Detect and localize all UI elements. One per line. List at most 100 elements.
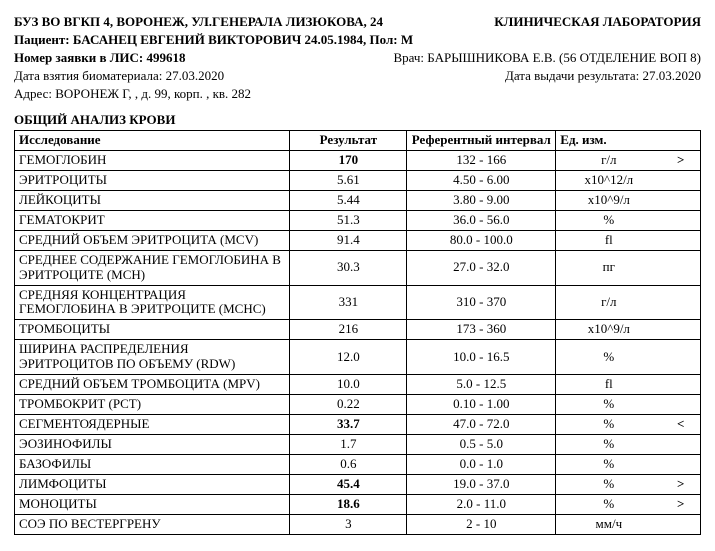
cell-ref: 173 - 360 <box>407 320 556 340</box>
cell-name: ТРОМБОКРИТ (PCT) <box>15 395 290 415</box>
cell-ref: 132 - 166 <box>407 150 556 170</box>
cell-result: 170 <box>290 150 407 170</box>
table-row: СОЭ ПО ВЕСТЕРГРЕНУ32 - 10мм/ч <box>15 514 701 534</box>
cell-result: 5.44 <box>290 190 407 210</box>
doctor-value: БАРЫШНИКОВА Е.В. (56 ОТДЕЛЕНИЕ ВОП 8) <box>427 50 701 65</box>
cell-ref: 3.80 - 9.00 <box>407 190 556 210</box>
cell-result: 91.4 <box>290 230 407 250</box>
cell-name: СРЕДНЕЕ СОДЕРЖАНИЕ ГЕМОГЛОБИНА В ЭРИТРОЦ… <box>15 250 290 285</box>
cell-flag: < <box>661 415 700 435</box>
cell-unit: г/л <box>556 285 662 320</box>
cell-ref: 310 - 370 <box>407 285 556 320</box>
patient-value: БАСАНЕЦ ЕВГЕНИЙ ВИКТОРОВИЧ 24.05.1984, П… <box>73 32 413 47</box>
table-row: СЕГМЕНТОЯДЕРНЫЕ33.747.0 - 72.0%< <box>15 415 701 435</box>
cell-ref: 5.0 - 12.5 <box>407 375 556 395</box>
cell-result: 0.22 <box>290 395 407 415</box>
cell-unit: пг <box>556 250 662 285</box>
result-date-label: Дата выдачи результата: <box>505 68 643 83</box>
col-header-unit: Ед. изм. <box>556 131 662 151</box>
cell-unit: мм/ч <box>556 514 662 534</box>
col-header-flag <box>661 131 700 151</box>
cell-ref: 4.50 - 6.00 <box>407 170 556 190</box>
cell-flag: > <box>661 494 700 514</box>
table-row: ТРОМБОКРИТ (PCT)0.220.10 - 1.00% <box>15 395 701 415</box>
cell-flag <box>661 514 700 534</box>
cell-unit: fl <box>556 230 662 250</box>
cell-name: ШИРИНА РАСПРЕДЕЛЕНИЯ ЭРИТРОЦИТОВ ПО ОБЪЕ… <box>15 340 290 375</box>
cell-name: ГЕМАТОКРИТ <box>15 210 290 230</box>
table-row: СРЕДНЕЕ СОДЕРЖАНИЕ ГЕМОГЛОБИНА В ЭРИТРОЦ… <box>15 250 701 285</box>
cell-name: ЭОЗИНОФИЛЫ <box>15 435 290 455</box>
cell-unit: % <box>556 494 662 514</box>
cell-name: ГЕМОГЛОБИН <box>15 150 290 170</box>
cell-result: 12.0 <box>290 340 407 375</box>
cell-result: 51.3 <box>290 210 407 230</box>
cell-flag: > <box>661 150 700 170</box>
cell-ref: 10.0 - 16.5 <box>407 340 556 375</box>
cell-result: 10.0 <box>290 375 407 395</box>
cell-ref: 0.5 - 5.0 <box>407 435 556 455</box>
cell-unit: % <box>556 454 662 474</box>
cell-unit: x10^12/л <box>556 170 662 190</box>
table-row: СРЕДНИЙ ОБЪЕМ ЭРИТРОЦИТА (MCV)91.480.0 -… <box>15 230 701 250</box>
cell-unit: % <box>556 435 662 455</box>
cell-name: СЕГМЕНТОЯДЕРНЫЕ <box>15 415 290 435</box>
cell-unit: % <box>556 210 662 230</box>
cell-name: МОНОЦИТЫ <box>15 494 290 514</box>
cell-unit: fl <box>556 375 662 395</box>
table-row: ТРОМБОЦИТЫ216173 - 360x10^9/л <box>15 320 701 340</box>
cell-result: 33.7 <box>290 415 407 435</box>
cell-name: БАЗОФИЛЫ <box>15 454 290 474</box>
cell-ref: 27.0 - 32.0 <box>407 250 556 285</box>
cell-name: ТРОМБОЦИТЫ <box>15 320 290 340</box>
table-row: БАЗОФИЛЫ0.60.0 - 1.0% <box>15 454 701 474</box>
cell-name: СРЕДНИЙ ОБЪЕМ ТРОМБОЦИТА (MPV) <box>15 375 290 395</box>
cell-result: 216 <box>290 320 407 340</box>
cell-name: СРЕДНИЙ ОБЪЕМ ЭРИТРОЦИТА (MCV) <box>15 230 290 250</box>
table-header-row: Исследование Результат Референтный интер… <box>15 131 701 151</box>
cell-result: 1.7 <box>290 435 407 455</box>
cell-result: 45.4 <box>290 474 407 494</box>
address-label: Адрес: <box>14 86 55 101</box>
cell-result: 18.6 <box>290 494 407 514</box>
cell-unit: % <box>556 395 662 415</box>
cell-ref: 36.0 - 56.0 <box>407 210 556 230</box>
table-row: ШИРИНА РАСПРЕДЕЛЕНИЯ ЭРИТРОЦИТОВ ПО ОБЪЕ… <box>15 340 701 375</box>
cell-unit: % <box>556 340 662 375</box>
order-label: Номер заявки в ЛИС: <box>14 50 147 65</box>
cell-ref: 2 - 10 <box>407 514 556 534</box>
results-table: Исследование Результат Референтный интер… <box>14 130 701 535</box>
cell-name: ЛЕЙКОЦИТЫ <box>15 190 290 210</box>
cell-flag <box>661 340 700 375</box>
cell-unit: % <box>556 415 662 435</box>
address-value: ВОРОНЕЖ Г, , д. 99, корп. , кв. 282 <box>55 86 251 101</box>
cell-flag <box>661 190 700 210</box>
cell-flag <box>661 395 700 415</box>
cell-result: 0.6 <box>290 454 407 474</box>
cell-flag <box>661 170 700 190</box>
table-row: МОНОЦИТЫ18.62.0 - 11.0%> <box>15 494 701 514</box>
cell-name: ЛИМФОЦИТЫ <box>15 474 290 494</box>
cell-unit: x10^9/л <box>556 190 662 210</box>
cell-ref: 0.10 - 1.00 <box>407 395 556 415</box>
cell-ref: 47.0 - 72.0 <box>407 415 556 435</box>
cell-result: 30.3 <box>290 250 407 285</box>
cell-unit: % <box>556 474 662 494</box>
table-row: ГЕМАТОКРИТ51.336.0 - 56.0% <box>15 210 701 230</box>
patient-label: Пациент: <box>14 32 73 47</box>
cell-flag: > <box>661 474 700 494</box>
col-header-ref: Референтный интервал <box>407 131 556 151</box>
table-row: ЛИМФОЦИТЫ45.419.0 - 37.0%> <box>15 474 701 494</box>
cell-ref: 2.0 - 11.0 <box>407 494 556 514</box>
order-number: 499618 <box>147 50 186 65</box>
section-title: ОБЩИЙ АНАЛИЗ КРОВИ <box>14 112 701 128</box>
col-header-name: Исследование <box>15 131 290 151</box>
cell-result: 3 <box>290 514 407 534</box>
cell-flag <box>661 285 700 320</box>
cell-flag <box>661 250 700 285</box>
cell-unit: x10^9/л <box>556 320 662 340</box>
lab-name: КЛИНИЧЕСКАЯ ЛАБОРАТОРИЯ <box>494 14 701 30</box>
cell-name: СОЭ ПО ВЕСТЕРГРЕНУ <box>15 514 290 534</box>
cell-flag <box>661 454 700 474</box>
table-row: ГЕМОГЛОБИН170132 - 166г/л> <box>15 150 701 170</box>
